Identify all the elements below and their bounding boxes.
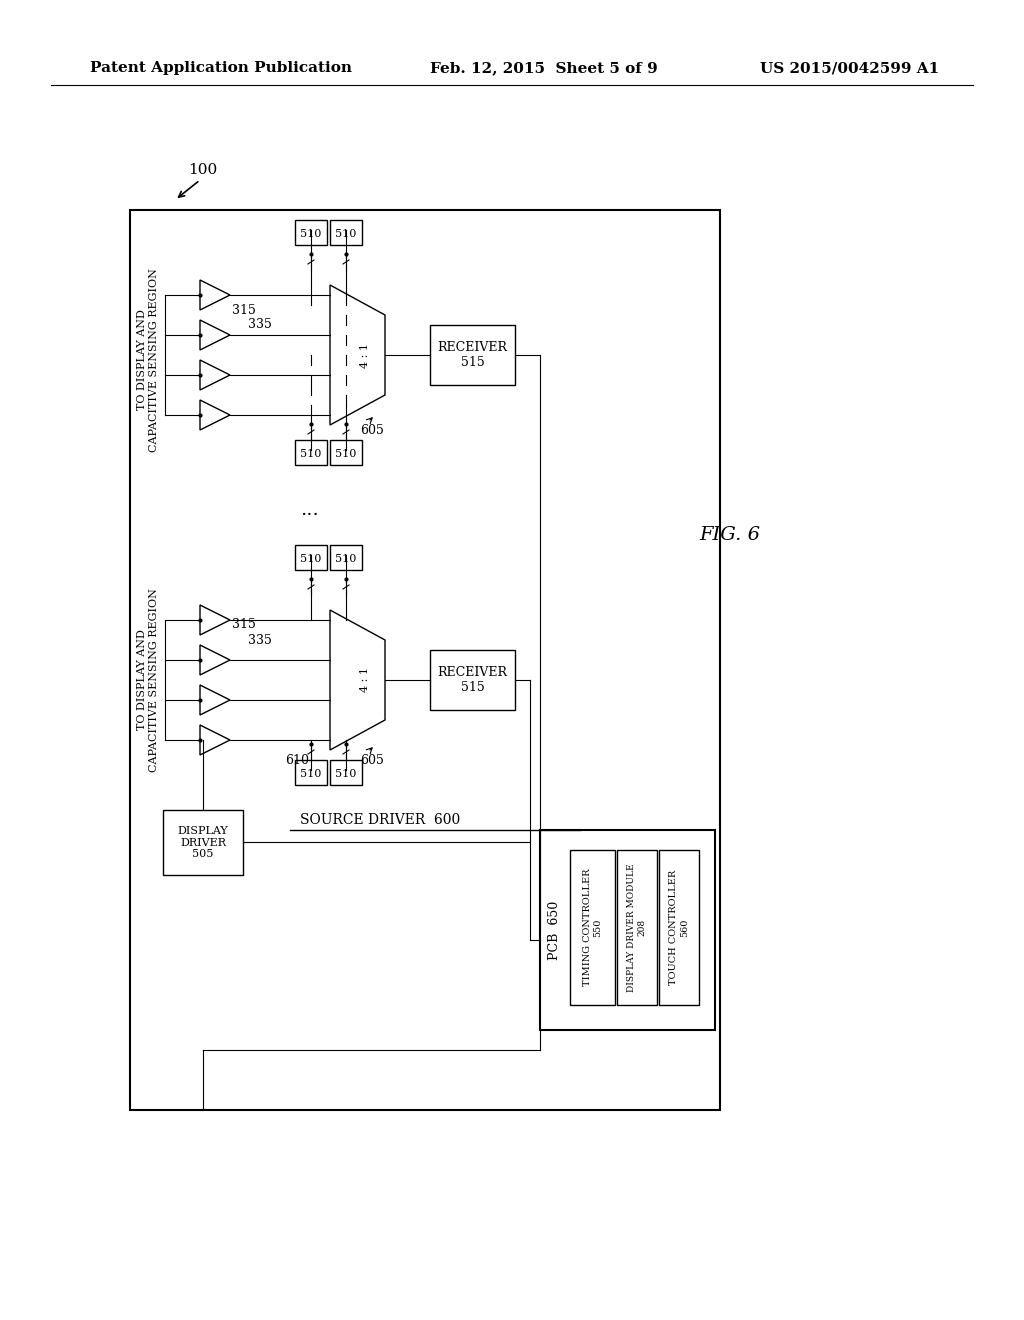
Text: 605: 605: [360, 754, 384, 767]
Text: Patent Application Publication: Patent Application Publication: [90, 61, 352, 75]
Text: 605: 605: [360, 424, 384, 437]
Text: 510: 510: [300, 449, 322, 459]
Text: 510: 510: [300, 554, 322, 564]
Text: 510: 510: [300, 228, 322, 239]
Text: TO DISPLAY AND
CAPACITIVE SENSING REGION: TO DISPLAY AND CAPACITIVE SENSING REGION: [137, 589, 159, 772]
Text: 510: 510: [335, 228, 356, 239]
Text: RECEIVER
515: RECEIVER 515: [437, 341, 508, 370]
Text: ...: ...: [301, 502, 319, 519]
Text: FIG. 6: FIG. 6: [699, 525, 761, 544]
Bar: [330, 545, 362, 570]
Text: 510: 510: [335, 449, 356, 459]
Bar: [295, 220, 327, 246]
Bar: [295, 545, 327, 570]
Text: 100: 100: [188, 162, 217, 177]
Bar: [617, 850, 657, 1005]
Text: 510: 510: [300, 770, 322, 779]
Text: 335: 335: [248, 634, 272, 647]
Bar: [659, 850, 699, 1005]
Bar: [163, 810, 243, 875]
Text: SOURCE DRIVER  600: SOURCE DRIVER 600: [300, 813, 460, 828]
Text: TIMING CONTROLLER
550: TIMING CONTROLLER 550: [583, 869, 602, 986]
Text: 510: 510: [335, 770, 356, 779]
Text: 335: 335: [248, 318, 272, 331]
Text: 315: 315: [232, 619, 256, 631]
Text: TOUCH CONTROLLER
560: TOUCH CONTROLLER 560: [670, 870, 689, 985]
Text: Feb. 12, 2015  Sheet 5 of 9: Feb. 12, 2015 Sheet 5 of 9: [430, 61, 657, 75]
Text: 4 : 1: 4 : 1: [360, 342, 370, 367]
Text: 510: 510: [335, 554, 356, 564]
Text: PCB  650: PCB 650: [549, 900, 561, 960]
Text: RECEIVER
515: RECEIVER 515: [437, 667, 508, 694]
Text: 610: 610: [285, 754, 309, 767]
Text: 4 : 1: 4 : 1: [360, 668, 370, 693]
Bar: [295, 440, 327, 465]
Bar: [570, 850, 615, 1005]
Bar: [330, 760, 362, 785]
Text: US 2015/0042599 A1: US 2015/0042599 A1: [760, 61, 939, 75]
Bar: [295, 760, 327, 785]
Text: DISPLAY DRIVER MODULE
208: DISPLAY DRIVER MODULE 208: [628, 863, 647, 991]
Text: DISPLAY
DRIVER
505: DISPLAY DRIVER 505: [177, 826, 228, 859]
Bar: [540, 830, 715, 1030]
Text: 315: 315: [232, 304, 256, 317]
Bar: [430, 325, 515, 385]
Bar: [330, 440, 362, 465]
Bar: [130, 210, 720, 1110]
Text: TO DISPLAY AND
CAPACITIVE SENSING REGION: TO DISPLAY AND CAPACITIVE SENSING REGION: [137, 268, 159, 451]
Bar: [330, 220, 362, 246]
Bar: [430, 649, 515, 710]
